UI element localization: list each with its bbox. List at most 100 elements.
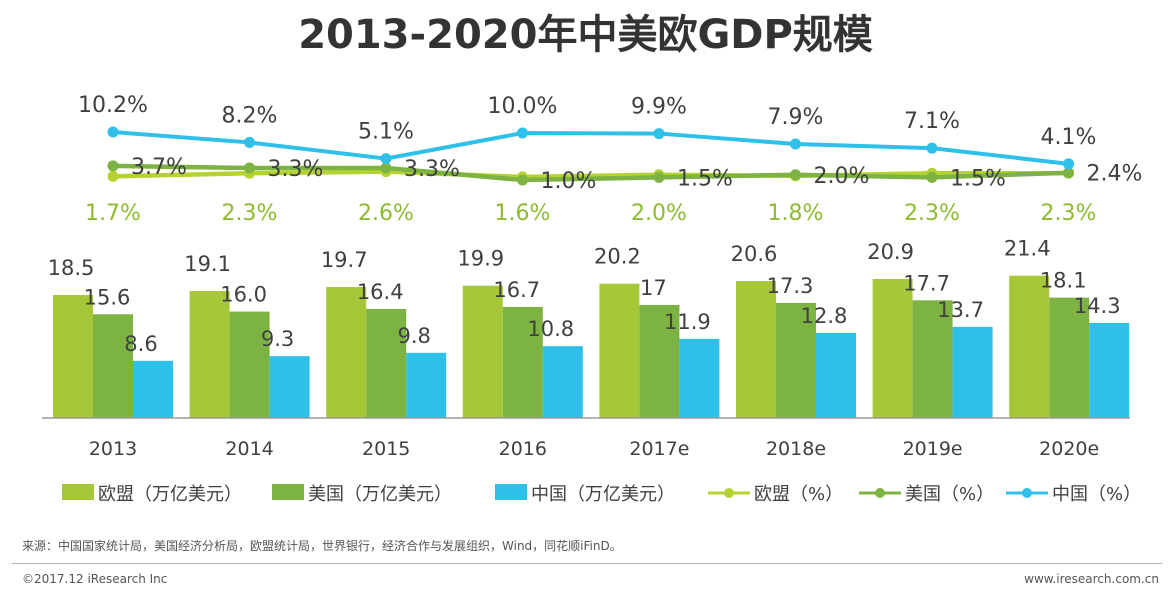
point-label-eu-pct-2013: 1.7% bbox=[85, 201, 141, 226]
source-note: 来源：中国国家统计局，美国经济分析局，欧盟统计局，世界银行，经济合作与发展组织，… bbox=[22, 539, 622, 553]
point-cn-pct-2015 bbox=[380, 153, 392, 165]
point-label-us-pct-2018e: 2.0% bbox=[814, 164, 870, 189]
bar-label-us-2018e: 17.3 bbox=[767, 274, 814, 298]
bar-label-us-2015: 16.4 bbox=[357, 280, 404, 304]
legend-label-2: 中国（万亿美元） bbox=[531, 484, 675, 505]
bar-eu-2016 bbox=[462, 285, 503, 418]
point-cn-pct-2017e bbox=[653, 128, 665, 140]
bar-label-cn-2018e: 12.8 bbox=[801, 304, 848, 328]
bar-cn-2014 bbox=[269, 356, 310, 418]
bar-label-us-2013: 15.6 bbox=[84, 285, 131, 309]
point-cn-pct-2018e bbox=[790, 138, 801, 150]
point-label-us-pct-2013: 3.7% bbox=[131, 155, 187, 180]
x-tick-2014: 2014 bbox=[225, 438, 273, 460]
point-label-eu-pct-2019e: 2.3% bbox=[904, 201, 960, 226]
legend-marker-5 bbox=[1022, 488, 1032, 498]
point-label-us-pct-2016: 1.0% bbox=[541, 169, 597, 194]
bar-label-us-2016: 16.7 bbox=[493, 278, 540, 302]
point-label-eu-pct-2014: 2.3% bbox=[222, 201, 278, 226]
bar-label-cn-2020e: 14.3 bbox=[1074, 294, 1121, 318]
point-us-pct-2014 bbox=[244, 162, 255, 174]
bar-us-2020e bbox=[1049, 297, 1090, 418]
bar-label-eu-2014: 19.1 bbox=[184, 252, 231, 276]
bar-label-cn-2017e: 11.9 bbox=[664, 310, 711, 334]
bar-label-cn-2014: 9.3 bbox=[261, 327, 294, 351]
bar-eu-2015 bbox=[326, 286, 367, 418]
bar-cn-2016 bbox=[542, 346, 583, 418]
point-label-us-pct-2015: 3.3% bbox=[404, 157, 460, 182]
bar-label-eu-2017e: 20.2 bbox=[594, 245, 641, 269]
point-us-pct-2016 bbox=[517, 174, 528, 186]
bar-label-us-2017e: 17 bbox=[640, 276, 667, 300]
point-us-pct-2013 bbox=[107, 160, 119, 172]
point-label-us-pct-2017e: 1.5% bbox=[677, 166, 733, 191]
point-label-cn-pct-2019e: 7.1% bbox=[904, 109, 960, 134]
bar-cn-2020e bbox=[1089, 322, 1130, 418]
point-us-pct-2015 bbox=[380, 162, 392, 174]
point-us-pct-2017e bbox=[653, 171, 665, 183]
legend-label-0: 欧盟（万亿美元） bbox=[98, 484, 242, 505]
bar-eu-2019e bbox=[872, 279, 913, 418]
point-label-us-pct-2019e: 1.5% bbox=[950, 166, 1006, 191]
bar-eu-2018e bbox=[736, 281, 776, 418]
point-label-eu-pct-2018e: 1.8% bbox=[768, 201, 824, 226]
bar-label-eu-2020e: 21.4 bbox=[1004, 237, 1051, 261]
legend-label-1: 美国（万亿美元） bbox=[308, 484, 452, 505]
chart-title: 2013-2020年中美欧GDP规模 bbox=[298, 12, 873, 58]
bar-us-2015 bbox=[366, 308, 407, 418]
line-us-pct bbox=[112, 163, 1069, 183]
point-label-cn-pct-2017e: 9.9% bbox=[631, 95, 687, 120]
bar-label-eu-2015: 19.7 bbox=[321, 248, 368, 272]
bar-label-us-2020e: 18.1 bbox=[1040, 269, 1087, 293]
point-label-eu-pct-2017e: 2.0% bbox=[631, 201, 687, 226]
point-us-pct-2020e bbox=[1063, 167, 1074, 179]
point-label-cn-pct-2020e: 4.1% bbox=[1041, 125, 1097, 150]
line-layer: 1.7% 2.3% 2.6% 1.6% 2.0% 1.8% 2.3% 2.3% 3.7% 3.3%… bbox=[78, 93, 1142, 226]
point-label-cn-pct-2016: 10.0% bbox=[488, 94, 558, 119]
point-label-eu-pct-2016: 1.6% bbox=[495, 201, 551, 226]
legend-label-5: 中国（%） bbox=[1052, 484, 1141, 505]
bar-cn-2013 bbox=[133, 360, 173, 418]
point-eu-pct-2013 bbox=[107, 170, 119, 182]
bar-label-eu-2019e: 20.9 bbox=[867, 240, 914, 264]
line-cn-pct bbox=[112, 130, 1069, 166]
bar-us-2014 bbox=[229, 311, 270, 418]
point-label-cn-pct-2014: 8.2% bbox=[222, 103, 278, 128]
bar-eu-2017e bbox=[599, 283, 640, 418]
legend-marker-3 bbox=[724, 488, 734, 498]
legend-label-4: 美国（%） bbox=[905, 484, 994, 505]
bar-us-2013 bbox=[93, 314, 133, 418]
x-tick-2015: 2015 bbox=[362, 438, 410, 460]
legend-swatch-0 bbox=[62, 484, 94, 500]
legend: 欧盟（万亿美元） 美国（万亿美元） 中国（万亿美元） 欧盟（%） 美国（%） 中国（%） bbox=[62, 484, 1141, 505]
point-label-cn-pct-2015: 5.1% bbox=[358, 120, 414, 145]
point-cn-pct-2014 bbox=[244, 136, 255, 148]
bar-us-2018e bbox=[776, 302, 816, 418]
point-us-pct-2018e bbox=[790, 169, 801, 181]
bar-us-2016 bbox=[502, 306, 543, 418]
bar-label-eu-2013: 18.5 bbox=[48, 256, 95, 280]
x-tick-2020e: 2020e bbox=[1039, 438, 1099, 460]
point-label-us-pct-2020e: 2.4% bbox=[1087, 162, 1143, 187]
bar-label-us-2014: 16.0 bbox=[220, 283, 267, 307]
x-tick-2013: 2013 bbox=[89, 438, 137, 460]
point-label-eu-pct-2015: 2.6% bbox=[358, 201, 414, 226]
point-label-cn-pct-2018e: 7.9% bbox=[768, 105, 824, 130]
point-label-eu-pct-2020e: 2.3% bbox=[1041, 201, 1097, 226]
bar-label-eu-2016: 19.9 bbox=[457, 247, 504, 271]
bar-label-us-2019e: 17.7 bbox=[903, 271, 950, 295]
website-link[interactable]: www.iresearch.com.cn bbox=[1024, 572, 1159, 586]
x-tick-2018e: 2018e bbox=[766, 438, 826, 460]
bar-label-eu-2018e: 20.6 bbox=[731, 242, 778, 266]
footer-divider bbox=[12, 563, 1162, 564]
legend-swatch-1 bbox=[272, 484, 304, 500]
point-cn-pct-2019e bbox=[926, 142, 938, 154]
bar-label-cn-2019e: 13.7 bbox=[937, 298, 984, 322]
point-label-cn-pct-2013: 10.2% bbox=[78, 93, 148, 118]
legend-label-3: 欧盟（%） bbox=[754, 484, 843, 505]
bar-us-2017e bbox=[639, 304, 680, 418]
bar-cn-2018e bbox=[816, 332, 856, 418]
bar-cn-2019e bbox=[952, 326, 993, 418]
bar-label-cn-2013: 8.6 bbox=[124, 332, 157, 356]
